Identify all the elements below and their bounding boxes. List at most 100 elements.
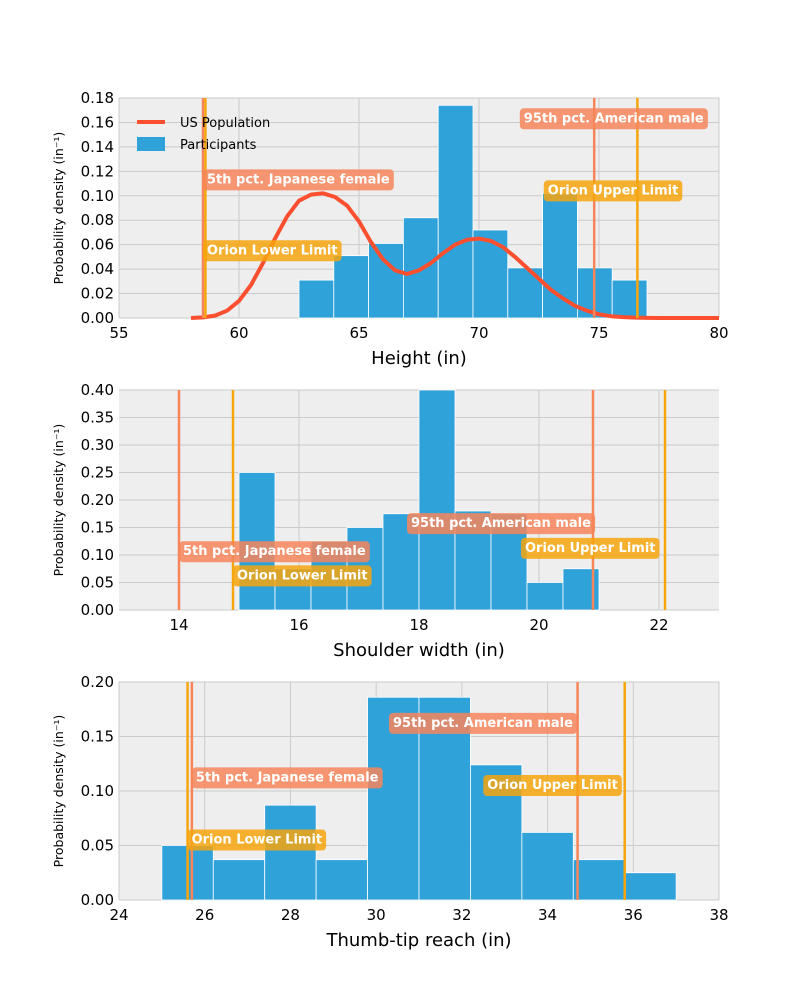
histogram-bar (333, 255, 369, 319)
y-tick-label: 0.04 (81, 260, 114, 278)
histogram-bar (298, 279, 335, 319)
annotation-text: 95th pct. American male (411, 516, 591, 531)
histogram-bar (368, 243, 404, 319)
legend-label: US Population (180, 116, 270, 131)
y-tick-label: 0.20 (81, 673, 114, 691)
legend: US Population Participants (137, 116, 270, 153)
annotation-text: Orion Lower Limit (192, 833, 323, 848)
histogram-bar (315, 859, 368, 901)
x-tick-label: 24 (109, 906, 128, 924)
x-tick-label: 16 (289, 616, 308, 634)
x-tick-label: 14 (169, 616, 188, 634)
annotation: 95th pct. American male (407, 513, 596, 535)
annotation: Orion Upper Limit (483, 775, 622, 797)
y-axis-label: Probability density (in⁻¹) (51, 132, 66, 285)
annotation-box (389, 712, 578, 734)
y-tick-label: 0.05 (81, 837, 114, 855)
annotation-text: 95th pct. American male (393, 716, 573, 731)
annotation-text: 5th pct. Japanese female (207, 172, 390, 187)
histogram-bar (521, 832, 574, 901)
annotation: 5th pct. Japanese female (203, 169, 394, 191)
x-tick-label: 70 (469, 324, 488, 342)
annotation-text: Orion Upper Limit (487, 778, 618, 793)
y-tick-label: 0.16 (81, 113, 114, 131)
x-axis-label: Height (in) (371, 348, 467, 369)
x-tick-label: 26 (195, 906, 214, 924)
annotation-box (483, 775, 622, 797)
x-tick-label: 55 (109, 324, 128, 342)
histogram-bar (212, 859, 266, 901)
y-tick-label: 0.06 (81, 236, 114, 254)
annotation-box (543, 180, 683, 202)
y-tick-label: 0.12 (81, 162, 114, 180)
x-axis-label: Shoulder width (in) (333, 640, 505, 661)
annotation: 95th pct. American male (519, 108, 708, 130)
y-tick-label: 0.30 (81, 436, 114, 454)
x-tick-label: 20 (529, 616, 548, 634)
y-tick-label: 0.15 (81, 519, 114, 537)
x-tick-label: 75 (589, 324, 608, 342)
x-tick-label: 65 (349, 324, 368, 342)
annotation: Orion Upper Limit (543, 180, 683, 202)
annotation-box (191, 767, 383, 789)
annotation-text: 95th pct. American male (524, 111, 704, 126)
annotation-text: 5th pct. Japanese female (183, 544, 366, 559)
annotation-box (187, 829, 327, 851)
y-tick-label: 0.15 (81, 728, 114, 746)
annotation-text: Orion Upper Limit (548, 183, 679, 198)
x-tick-label: 28 (281, 906, 300, 924)
histogram-bar (418, 389, 456, 611)
annotation: Orion Lower Limit (233, 565, 372, 587)
x-tick-label: 38 (709, 906, 728, 924)
y-tick-label: 0.20 (81, 491, 114, 509)
y-tick-label: 0.10 (81, 546, 114, 564)
y-tick-label: 0.10 (81, 782, 114, 800)
annotation: 5th pct. Japanese female (191, 767, 383, 789)
y-tick-label: 0.10 (81, 187, 114, 205)
legend-label: Participants (180, 138, 257, 153)
annotation-text: Orion Lower Limit (207, 243, 338, 258)
panel-2: 5th pct. Japanese female Orion Lower Limi… (51, 381, 719, 661)
x-tick-label: 32 (452, 906, 471, 924)
panel-3: 5th pct. Japanese female Orion Lower Limi… (51, 673, 729, 951)
annotation-box (203, 169, 394, 191)
histogram-bar (542, 192, 578, 319)
y-tick-label: 0.35 (81, 409, 114, 427)
x-tick-label: 60 (229, 324, 248, 342)
annotation: Orion Lower Limit (203, 240, 342, 262)
histogram-bar (624, 872, 677, 901)
annotation-box (519, 108, 708, 130)
annotation-box (521, 537, 660, 559)
histogram-bar (437, 104, 474, 319)
annotation: Orion Lower Limit (187, 829, 327, 851)
histogram-bar (611, 279, 648, 319)
y-tick-label: 0.02 (81, 285, 114, 303)
x-tick-label: 80 (709, 324, 728, 342)
annotation-text: Orion Upper Limit (525, 541, 656, 556)
annotation-text: 5th pct. Japanese female (196, 770, 379, 785)
y-axis-label: Probability density (in⁻¹) (51, 424, 66, 577)
y-tick-label: 0.08 (81, 211, 114, 229)
y-tick-label: 0.14 (81, 138, 114, 156)
x-tick-label: 30 (367, 906, 386, 924)
y-axis-label: Probability density (in⁻¹) (51, 715, 66, 868)
annotation: Orion Upper Limit (521, 537, 660, 559)
y-tick-label: 0.25 (81, 464, 114, 482)
histogram-bar (472, 229, 509, 319)
x-tick-label: 22 (649, 616, 668, 634)
annotation-box (407, 513, 596, 535)
y-tick-label: 0.00 (81, 891, 114, 909)
annotation: 5th pct. Japanese female (179, 541, 370, 563)
panel-1: 5th pct. Japanese female Orion Lower Limi… (51, 89, 729, 369)
y-tick-label: 0.00 (81, 601, 114, 619)
annotation: 95th pct. American male (389, 712, 578, 734)
x-tick-label: 36 (624, 906, 643, 924)
y-tick-label: 0.05 (81, 574, 114, 592)
histogram-bar (572, 859, 626, 901)
x-tick-label: 34 (538, 906, 557, 924)
y-tick-label: 0.40 (81, 381, 114, 399)
annotation-box (179, 541, 370, 563)
us-population-curve (190, 191, 719, 320)
y-tick-label: 0.00 (81, 309, 114, 327)
